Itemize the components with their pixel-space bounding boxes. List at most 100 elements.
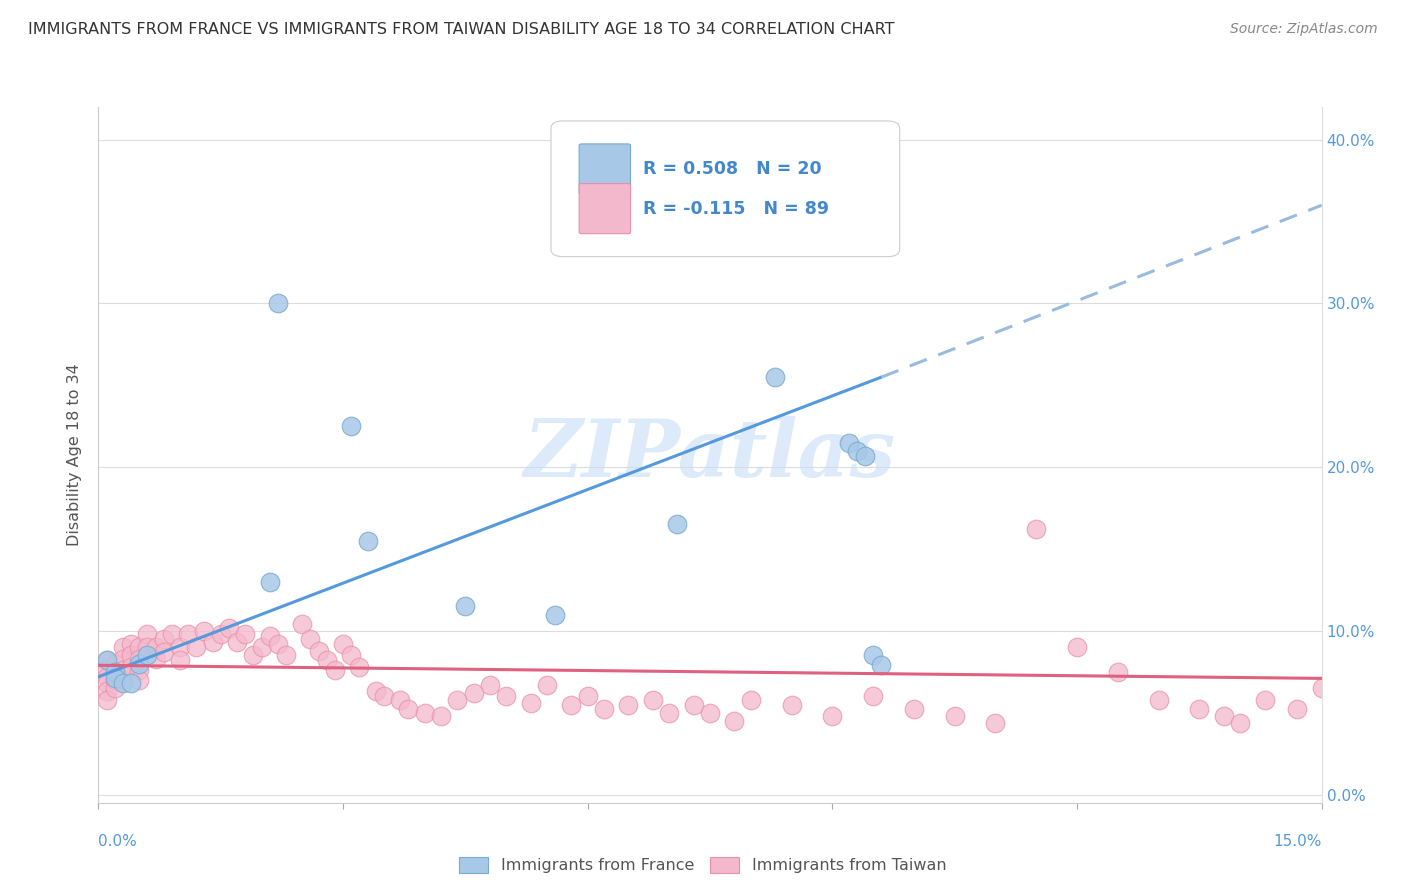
Point bbox=[446, 692, 468, 706]
Point bbox=[1107, 665, 1129, 679]
Point bbox=[104, 665, 127, 679]
Point bbox=[723, 714, 745, 728]
Point bbox=[152, 645, 174, 659]
Point bbox=[226, 635, 249, 649]
Text: ZIPatlas: ZIPatlas bbox=[524, 417, 896, 493]
Point bbox=[454, 599, 477, 614]
Point bbox=[544, 607, 567, 622]
Point bbox=[332, 637, 354, 651]
Point bbox=[763, 370, 786, 384]
Point bbox=[1286, 702, 1309, 716]
Point bbox=[120, 660, 142, 674]
Point bbox=[364, 684, 387, 698]
Point bbox=[145, 651, 167, 665]
Text: IMMIGRANTS FROM FRANCE VS IMMIGRANTS FROM TAIWAN DISABILITY AGE 18 TO 34 CORRELA: IMMIGRANTS FROM FRANCE VS IMMIGRANTS FRO… bbox=[28, 22, 894, 37]
Point bbox=[903, 702, 925, 716]
Point bbox=[560, 698, 582, 712]
Point bbox=[862, 648, 884, 663]
Point bbox=[536, 678, 558, 692]
Point bbox=[308, 643, 330, 657]
Point bbox=[209, 627, 232, 641]
Point bbox=[274, 648, 297, 663]
Point bbox=[943, 709, 966, 723]
Point bbox=[463, 686, 485, 700]
Point bbox=[128, 657, 150, 671]
Text: 15.0%: 15.0% bbox=[1274, 834, 1322, 849]
FancyBboxPatch shape bbox=[551, 121, 900, 257]
Point bbox=[340, 648, 363, 663]
Point bbox=[821, 709, 844, 723]
Point bbox=[233, 627, 256, 641]
Point bbox=[845, 443, 868, 458]
Point bbox=[682, 698, 704, 712]
Point bbox=[259, 629, 281, 643]
Point bbox=[111, 663, 134, 677]
Point bbox=[120, 648, 142, 663]
Point bbox=[96, 692, 118, 706]
Point bbox=[576, 690, 599, 704]
Point bbox=[104, 657, 127, 671]
Point bbox=[838, 435, 860, 450]
Point bbox=[111, 640, 134, 655]
Point bbox=[323, 663, 346, 677]
Point bbox=[120, 676, 142, 690]
Point bbox=[193, 624, 215, 638]
Text: R = 0.508   N = 20: R = 0.508 N = 20 bbox=[643, 160, 821, 178]
Text: R = -0.115   N = 89: R = -0.115 N = 89 bbox=[643, 200, 828, 218]
Point bbox=[96, 670, 118, 684]
Point bbox=[104, 665, 127, 679]
Point bbox=[315, 653, 337, 667]
Point bbox=[740, 692, 762, 706]
Point bbox=[430, 709, 453, 723]
Point bbox=[136, 648, 159, 663]
Point bbox=[169, 640, 191, 655]
Y-axis label: Disability Age 18 to 34: Disability Age 18 to 34 bbox=[67, 364, 83, 546]
Point bbox=[984, 715, 1007, 730]
Point bbox=[111, 673, 134, 687]
Point bbox=[96, 653, 118, 667]
Point bbox=[186, 640, 208, 655]
Point bbox=[111, 676, 134, 690]
Point bbox=[1212, 709, 1234, 723]
Point bbox=[780, 698, 803, 712]
Point bbox=[104, 672, 127, 686]
Point bbox=[1310, 681, 1333, 696]
Point bbox=[96, 663, 118, 677]
Point bbox=[1253, 692, 1275, 706]
Point bbox=[1025, 523, 1047, 537]
Point bbox=[853, 449, 876, 463]
Point bbox=[218, 621, 240, 635]
Point bbox=[862, 690, 884, 704]
Point bbox=[291, 617, 314, 632]
Point bbox=[169, 653, 191, 667]
Point bbox=[478, 678, 501, 692]
Point bbox=[128, 640, 150, 655]
Point bbox=[299, 632, 322, 646]
Point bbox=[152, 632, 174, 646]
Point bbox=[128, 651, 150, 665]
Point bbox=[145, 640, 167, 655]
Point bbox=[160, 627, 183, 641]
Point bbox=[870, 658, 893, 673]
Point bbox=[267, 637, 290, 651]
Point bbox=[267, 296, 290, 310]
Point bbox=[250, 640, 273, 655]
Point bbox=[658, 706, 681, 720]
Point bbox=[617, 698, 640, 712]
Point bbox=[519, 696, 541, 710]
Point bbox=[111, 651, 134, 665]
Point bbox=[373, 690, 395, 704]
Text: 0.0%: 0.0% bbox=[98, 834, 138, 849]
Point bbox=[396, 702, 419, 716]
Point bbox=[666, 517, 689, 532]
Point bbox=[259, 574, 281, 589]
Point bbox=[136, 640, 159, 655]
Point bbox=[128, 663, 150, 677]
FancyBboxPatch shape bbox=[579, 184, 630, 234]
FancyBboxPatch shape bbox=[579, 144, 630, 194]
Point bbox=[413, 706, 436, 720]
Point bbox=[356, 533, 378, 548]
Point bbox=[96, 676, 118, 690]
Point bbox=[242, 648, 264, 663]
Point bbox=[201, 635, 224, 649]
